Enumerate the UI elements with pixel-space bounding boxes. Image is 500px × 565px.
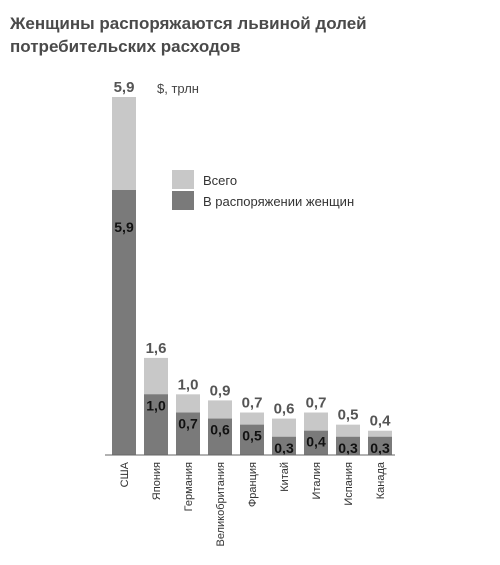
- value-label-women: 0,7: [178, 416, 198, 432]
- value-label-total: 1,0: [178, 376, 199, 393]
- value-label-women: 0,3: [370, 440, 390, 456]
- value-label-total: 1,6: [146, 340, 167, 357]
- legend-swatch-women: [172, 191, 194, 210]
- category-label: Германия: [183, 462, 195, 511]
- value-label-women: 0,4: [306, 434, 326, 450]
- value-label-women: 0,3: [274, 440, 294, 456]
- value-label-women: 0,6: [210, 422, 230, 438]
- bar-women: [240, 424, 264, 455]
- category-label: Франция: [247, 462, 259, 507]
- value-label-women: 0,5: [242, 428, 262, 444]
- category-label: Испания: [343, 462, 355, 506]
- value-label-total: 0,7: [306, 395, 327, 412]
- bar-women: [272, 436, 296, 455]
- legend-swatch-total: [172, 170, 194, 189]
- value-label-women: 0,3: [338, 440, 358, 456]
- value-label-total: 0,5: [338, 407, 359, 424]
- bar-women: [176, 412, 200, 455]
- category-label: Великобритания: [215, 462, 227, 547]
- category-label: Китай: [279, 462, 291, 492]
- bar-women: [112, 190, 136, 455]
- value-label-total: 5,9: [114, 79, 135, 96]
- bar-women: [304, 430, 328, 455]
- legend-label-total: Всего: [203, 173, 237, 188]
- value-label-women: 5,9: [114, 219, 134, 235]
- category-label: Канада: [375, 461, 387, 499]
- bar-women: [336, 436, 360, 455]
- value-label-total: 0,9: [210, 382, 231, 399]
- chart-title: Женщины распоряжаются львиной долей потр…: [10, 14, 367, 56]
- value-label-total: 0,6: [274, 401, 295, 418]
- bar-women: [144, 394, 168, 455]
- category-label: США: [119, 461, 131, 487]
- bar-women: [368, 436, 392, 455]
- value-label-total: 0,4: [370, 413, 392, 430]
- value-label-total: 0,7: [242, 395, 263, 412]
- legend-label-women: В распоряжении женщин: [203, 194, 354, 209]
- unit-label: $, трлн: [157, 81, 199, 96]
- value-label-women: 1,0: [146, 397, 166, 413]
- category-label: Япония: [151, 462, 163, 500]
- category-label: Италия: [311, 462, 323, 500]
- bar-women: [208, 418, 232, 455]
